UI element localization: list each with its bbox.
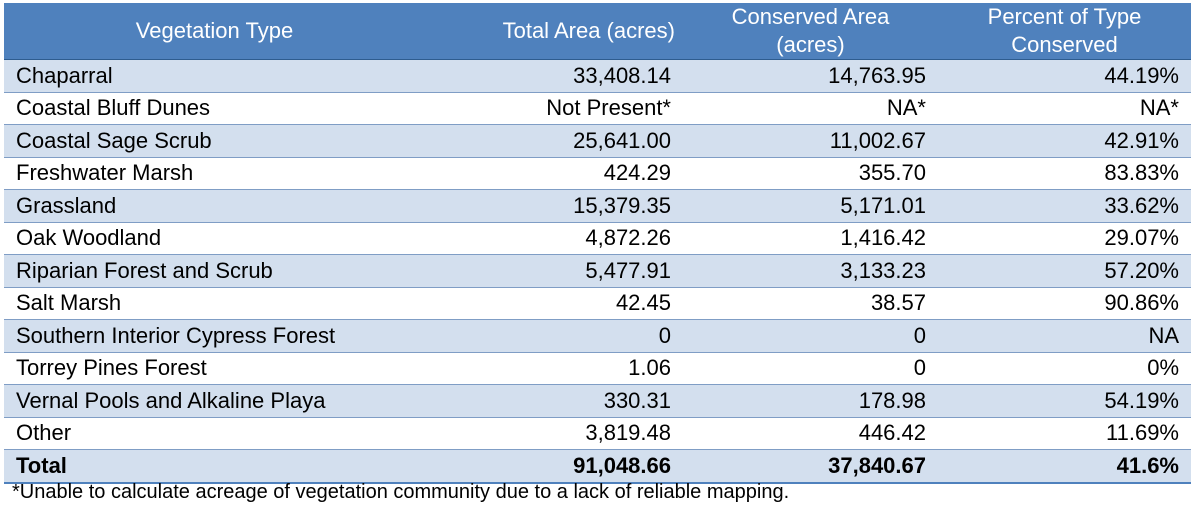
total-row: Total 91,048.66 37,840.67 41.6%: [4, 449, 1191, 484]
cell-vegetation-type: Coastal Sage Scrub: [4, 124, 425, 158]
cell-conserved-area: 0: [683, 352, 938, 385]
cell-conserved-area: NA*: [683, 92, 938, 125]
cell-total-area: 3,819.48: [425, 417, 683, 450]
table-row: Freshwater Marsh 424.29 355.70 83.83%: [4, 157, 1191, 190]
cell-vegetation-type: Grassland: [4, 189, 425, 223]
cell-percent-conserved: 33.62%: [938, 189, 1191, 223]
cell-percent-conserved: 57.20%: [938, 254, 1191, 288]
cell-percent-conserved: NA: [938, 319, 1191, 353]
table-row: Coastal Bluff Dunes Not Present* NA* NA*: [4, 92, 1191, 125]
cell-conserved-area-sum: 37,840.67: [683, 449, 938, 484]
cell-total-area: Not Present*: [425, 92, 683, 125]
cell-percent-conserved-total: 41.6%: [938, 449, 1191, 484]
cell-total-area: 0: [425, 319, 683, 353]
table-body: Chaparral 33,408.14 14,763.95 44.19% Coa…: [4, 59, 1191, 484]
cell-percent-conserved: 11.69%: [938, 417, 1191, 450]
cell-total-area: 1.06: [425, 352, 683, 385]
header-percent-conserved: Percent of Type Conserved: [938, 3, 1191, 60]
table-header: Vegetation Type Total Area (acres) Conse…: [4, 3, 1191, 60]
table-row: Grassland 15,379.35 5,171.01 33.62%: [4, 189, 1191, 223]
table-row: Torrey Pines Forest 1.06 0 0%: [4, 352, 1191, 385]
header-percent-line1: Percent of Type: [987, 4, 1142, 29]
cell-vegetation-type: Other: [4, 417, 425, 450]
table-row: Chaparral 33,408.14 14,763.95 44.19%: [4, 59, 1191, 93]
vegetation-conservation-table: Vegetation Type Total Area (acres) Conse…: [4, 3, 1191, 484]
table-footnote: *Unable to calculate acreage of vegetati…: [12, 481, 790, 503]
table-row: Southern Interior Cypress Forest 0 0 NA: [4, 319, 1191, 353]
table-row: Oak Woodland 4,872.26 1,416.42 29.07%: [4, 222, 1191, 255]
cell-total-label: Total: [4, 449, 425, 484]
cell-conserved-area: 5,171.01: [683, 189, 938, 223]
cell-conserved-area: 3,133.23: [683, 254, 938, 288]
cell-percent-conserved: 90.86%: [938, 287, 1191, 320]
cell-conserved-area: 0: [683, 319, 938, 353]
cell-percent-conserved: 42.91%: [938, 124, 1191, 158]
header-conserved-area: Conserved Area (acres): [683, 3, 938, 60]
cell-vegetation-type: Southern Interior Cypress Forest: [4, 319, 425, 353]
cell-vegetation-type: Chaparral: [4, 59, 425, 93]
cell-percent-conserved: NA*: [938, 92, 1191, 125]
cell-total-area: 15,379.35: [425, 189, 683, 223]
cell-conserved-area: 1,416.42: [683, 222, 938, 255]
cell-conserved-area: 446.42: [683, 417, 938, 450]
header-conserved-area-line2: (acres): [776, 32, 845, 57]
header-percent-line2: Conserved: [1011, 32, 1118, 57]
cell-percent-conserved: 29.07%: [938, 222, 1191, 255]
table-row: Vernal Pools and Alkaline Playa 330.31 1…: [4, 384, 1191, 418]
cell-conserved-area: 14,763.95: [683, 59, 938, 93]
cell-vegetation-type: Coastal Bluff Dunes: [4, 92, 425, 125]
cell-total-area: 33,408.14: [425, 59, 683, 93]
cell-vegetation-type: Oak Woodland: [4, 222, 425, 255]
cell-vegetation-type: Riparian Forest and Scrub: [4, 254, 425, 288]
cell-vegetation-type: Vernal Pools and Alkaline Playa: [4, 384, 425, 418]
cell-percent-conserved: 54.19%: [938, 384, 1191, 418]
cell-vegetation-type: Torrey Pines Forest: [4, 352, 425, 385]
table-row: Other 3,819.48 446.42 11.69%: [4, 417, 1191, 450]
cell-total-area: 330.31: [425, 384, 683, 418]
cell-vegetation-type: Salt Marsh: [4, 287, 425, 320]
cell-conserved-area: 355.70: [683, 157, 938, 190]
table-row: Riparian Forest and Scrub 5,477.91 3,133…: [4, 254, 1191, 288]
cell-vegetation-type: Freshwater Marsh: [4, 157, 425, 190]
header-row: Vegetation Type Total Area (acres) Conse…: [4, 3, 1191, 60]
cell-total-area: 424.29: [425, 157, 683, 190]
cell-total-area: 5,477.91: [425, 254, 683, 288]
cell-percent-conserved: 0%: [938, 352, 1191, 385]
cell-total-area: 25,641.00: [425, 124, 683, 158]
header-vegetation-type: Vegetation Type: [4, 3, 425, 60]
cell-conserved-area: 11,002.67: [683, 124, 938, 158]
header-conserved-area-line1: Conserved Area: [731, 4, 890, 29]
header-total-area: Total Area (acres): [425, 3, 683, 60]
cell-total-area: 4,872.26: [425, 222, 683, 255]
cell-conserved-area: 38.57: [683, 287, 938, 320]
table-row: Coastal Sage Scrub 25,641.00 11,002.67 4…: [4, 124, 1191, 158]
cell-percent-conserved: 83.83%: [938, 157, 1191, 190]
cell-total-area: 42.45: [425, 287, 683, 320]
cell-percent-conserved: 44.19%: [938, 59, 1191, 93]
cell-conserved-area: 178.98: [683, 384, 938, 418]
cell-total-area-sum: 91,048.66: [425, 449, 683, 484]
table-row: Salt Marsh 42.45 38.57 90.86%: [4, 287, 1191, 320]
